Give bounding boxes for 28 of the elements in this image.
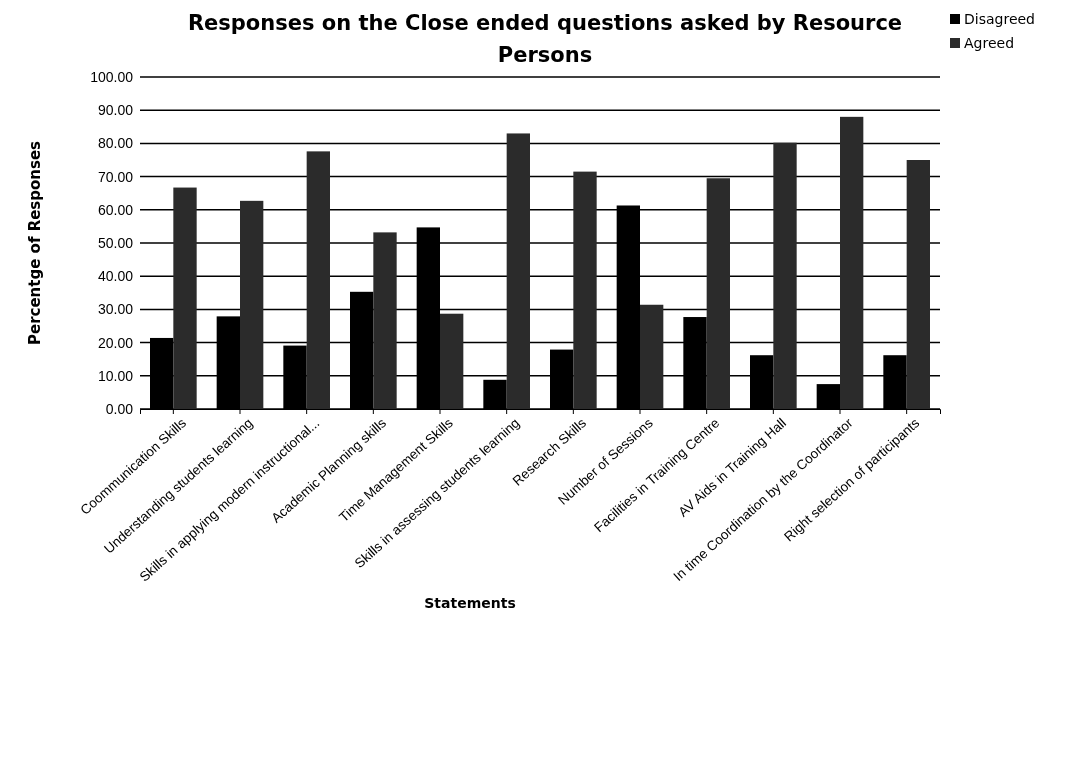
y-tick-label: 30.00 — [97, 301, 134, 318]
legend-label: Agreed — [964, 35, 1015, 51]
y-tick-label: 100.00 — [90, 68, 134, 85]
y-tick-label: 90.00 — [97, 102, 134, 119]
bar — [840, 116, 864, 409]
y-tick-label: 40.00 — [97, 268, 134, 285]
y-tick-label: 20.00 — [97, 334, 134, 351]
y-tick-label: 70.00 — [97, 168, 134, 185]
bar — [240, 200, 264, 409]
y-tick-label: 60.00 — [97, 201, 134, 218]
legend-label: Disagreed — [964, 11, 1035, 27]
chart-title: Responses on the Close ended questions asked by Resource Persons — [187, 11, 903, 67]
bar — [706, 178, 730, 409]
bar — [306, 151, 330, 409]
bar — [373, 232, 397, 409]
bar — [906, 160, 930, 409]
y-tick-label: 0.00 — [105, 400, 134, 417]
y-tick-label: 10.00 — [97, 367, 134, 384]
bar — [773, 142, 797, 409]
y-axis-title: Percentge of Responses — [26, 140, 44, 346]
bar — [640, 304, 664, 409]
bar — [173, 187, 197, 409]
y-tick-label: 80.00 — [97, 135, 134, 152]
y-tick-label: 50.00 — [97, 234, 134, 251]
bar — [573, 171, 597, 409]
bar — [506, 133, 530, 409]
x-axis-title: Statements — [424, 595, 516, 611]
bar — [440, 313, 464, 409]
